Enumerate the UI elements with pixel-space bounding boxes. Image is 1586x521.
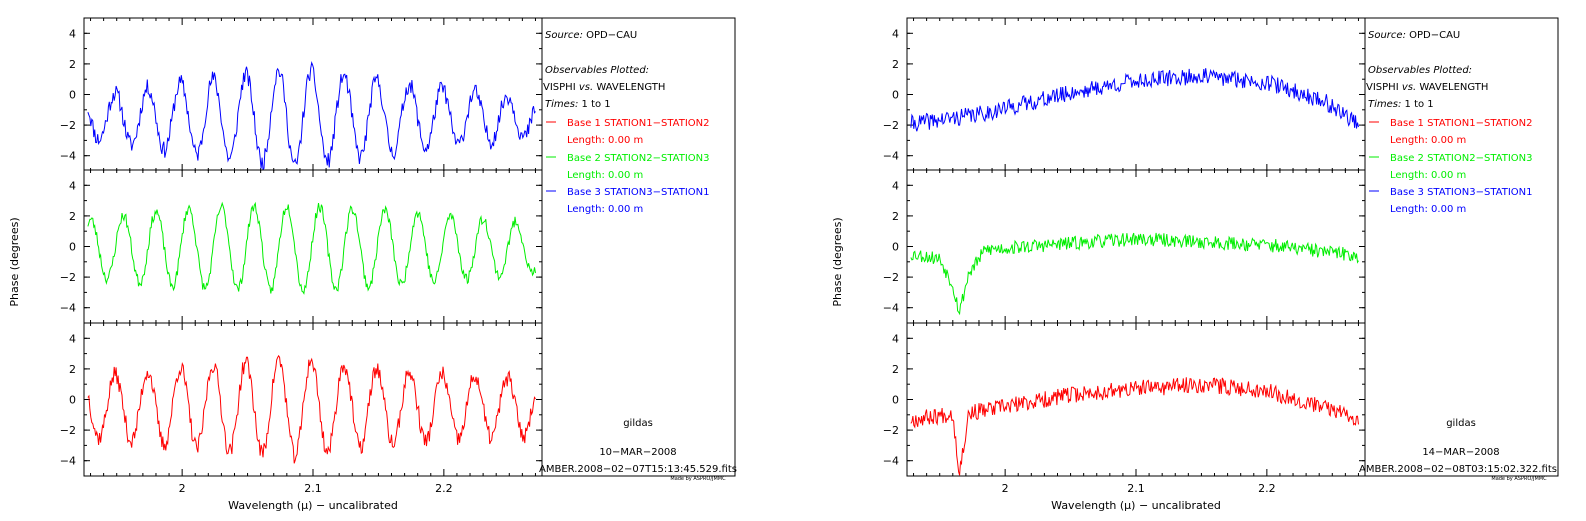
y-axis-label: Phase (degrees) bbox=[8, 217, 21, 306]
series-line-base3 bbox=[87, 61, 536, 171]
figure-right: Phase (degrees) 4 2 0 −2 −4 4 2 0 −2 −4 4 2 0 −2 −4 … bbox=[831, 17, 1559, 512]
y-tick-label: −2 bbox=[883, 271, 899, 284]
legend-entry-label: Base 1 STATION1−STATION2 bbox=[567, 118, 709, 129]
y-ticks: 4 2 0 −2 −4 bbox=[883, 18, 1365, 171]
y-tick-label: −2 bbox=[60, 424, 76, 437]
series-line-base2 bbox=[910, 232, 1359, 316]
x-axis-label: Wavelength (μ) − uncalibrated bbox=[1051, 499, 1221, 512]
legend-observables-heading: Observables Plotted: bbox=[545, 65, 649, 76]
panel-middle: 4 2 0 −2 −4 bbox=[883, 169, 1366, 324]
series-line-base3 bbox=[910, 68, 1359, 132]
panel-bottom: 4 2 0 −2 −4 2 2.1 2.2 bbox=[60, 322, 543, 495]
legend-footer-gildas: gildas bbox=[1446, 418, 1476, 429]
y-tick-label: 4 bbox=[892, 27, 899, 40]
legend-entry-length: Length: 0.00 m bbox=[567, 204, 643, 215]
y-tick-label: 2 bbox=[892, 363, 899, 376]
legend-entry-base1: Base 1 STATION1−STATION2 Length: 0.00 m bbox=[546, 118, 709, 146]
y-tick-label: −4 bbox=[883, 455, 899, 468]
legend-footer-gildas: gildas bbox=[623, 418, 653, 429]
y-tick-label: −2 bbox=[883, 424, 899, 437]
legend-entry-base2: Base 2 STATION2−STATION3 Length: 0.00 m bbox=[1369, 153, 1532, 181]
panel-top: 4 2 0 −2 −4 bbox=[883, 17, 1366, 171]
y-tick-label: −4 bbox=[883, 150, 899, 163]
legend-panel: Source: OPD−CAU Observables Plotted: VIS… bbox=[539, 17, 737, 482]
y-tick-label: 0 bbox=[892, 394, 899, 407]
legend-entry-length: Length: 0.00 m bbox=[1390, 204, 1466, 215]
legend-entry-length: Length: 0.00 m bbox=[567, 170, 643, 181]
legend-footer-credit: Made by ASPRO/JMMC bbox=[1491, 476, 1547, 482]
y-tick-label: −4 bbox=[60, 150, 76, 163]
x-tick-label: 2 bbox=[179, 482, 186, 495]
y-tick-label: 2 bbox=[69, 58, 76, 71]
legend-entry-base3: Base 3 STATION3−STATION1 Length: 0.00 m bbox=[546, 187, 709, 215]
y-tick-label: 2 bbox=[892, 58, 899, 71]
legend-footer-file: AMBER.2008−02−08T03:15:02.322.fits bbox=[1359, 464, 1557, 475]
legend-entry-length: Length: 0.00 m bbox=[1390, 135, 1466, 146]
y-tick-label: −2 bbox=[60, 119, 76, 132]
legend-times: Times: 1 to 1 bbox=[1368, 99, 1434, 110]
y-ticks: 4 2 0 −2 −4 bbox=[60, 170, 542, 323]
legend-footer-date: 10−MAR−2008 bbox=[599, 447, 676, 458]
legend-entry-label: Base 3 STATION3−STATION1 bbox=[567, 187, 709, 198]
x-tick-label: 2.2 bbox=[1258, 482, 1276, 495]
legend-observables-value: VISPHI vs. WAVELENGTH bbox=[543, 82, 665, 93]
legend-observables-heading: Observables Plotted: bbox=[1368, 65, 1472, 76]
y-tick-label: 2 bbox=[892, 210, 899, 223]
legend-entry-label: Base 2 STATION2−STATION3 bbox=[567, 153, 709, 164]
x-tick-label: 2.1 bbox=[304, 482, 322, 495]
legend-entry-base2: Base 2 STATION2−STATION3 Length: 0.00 m bbox=[546, 153, 709, 181]
series-line-base2 bbox=[87, 201, 536, 295]
y-tick-label: 4 bbox=[892, 179, 899, 192]
y-tick-label: −4 bbox=[60, 302, 76, 315]
y-tick-label: 4 bbox=[892, 332, 899, 345]
legend-entry-base1: Base 1 STATION1−STATION2 Length: 0.00 m bbox=[1369, 118, 1532, 146]
y-axis-label: Phase (degrees) bbox=[831, 217, 844, 306]
legend-entry-base3: Base 3 STATION3−STATION1 Length: 0.00 m bbox=[1369, 187, 1532, 215]
legend-panel: Source: OPD−CAU Observables Plotted: VIS… bbox=[1359, 17, 1559, 482]
y-tick-label: 0 bbox=[69, 241, 76, 254]
legend-observables-value: VISPHI vs. WAVELENGTH bbox=[1366, 82, 1488, 93]
y-ticks: 4 2 0 −2 −4 bbox=[60, 323, 542, 476]
y-tick-label: 4 bbox=[69, 27, 76, 40]
legend-entry-label: Base 3 STATION3−STATION1 bbox=[1390, 187, 1532, 198]
legend-entry-length: Length: 0.00 m bbox=[1390, 170, 1466, 181]
legend-footer-credit: Made by ASPRO/JMMC bbox=[670, 476, 726, 482]
y-tick-label: −4 bbox=[60, 455, 76, 468]
y-ticks: 4 2 0 −2 −4 bbox=[883, 323, 1365, 476]
series-line-base1 bbox=[910, 377, 1359, 476]
legend-source: Source: OPD−CAU bbox=[545, 30, 637, 41]
series-line-base1 bbox=[87, 354, 536, 464]
x-tick-label: 2.2 bbox=[435, 482, 453, 495]
y-ticks: 4 2 0 −2 −4 bbox=[883, 170, 1365, 323]
x-ticks: 2 2.1 2.2 bbox=[1002, 482, 1276, 495]
panel-middle: 4 2 0 −2 −4 bbox=[60, 169, 543, 324]
y-tick-label: −2 bbox=[60, 271, 76, 284]
y-tick-label: 4 bbox=[69, 179, 76, 192]
y-tick-label: −4 bbox=[883, 302, 899, 315]
y-tick-label: 2 bbox=[69, 210, 76, 223]
figure-left: Phase (degrees) 4 2 0 −2 −4 4 2 0 −2 −4 4 2 0 −2 −4 … bbox=[8, 17, 737, 512]
y-tick-label: 4 bbox=[69, 332, 76, 345]
y-tick-label: 0 bbox=[69, 394, 76, 407]
legend-entry-label: Base 1 STATION1−STATION2 bbox=[1390, 118, 1532, 129]
x-axis-label: Wavelength (μ) − uncalibrated bbox=[228, 499, 398, 512]
legend-times: Times: 1 to 1 bbox=[545, 99, 611, 110]
legend-footer-file: AMBER.2008−02−07T15:13:45.529.fits bbox=[539, 464, 737, 475]
panel-top: 4 2 0 −2 −4 bbox=[60, 17, 543, 171]
legend-footer-date: 14−MAR−2008 bbox=[1422, 447, 1499, 458]
legend-source: Source: OPD−CAU bbox=[1368, 30, 1460, 41]
y-tick-label: 0 bbox=[892, 241, 899, 254]
y-tick-label: −2 bbox=[883, 119, 899, 132]
panel-bottom: 4 2 0 −2 −4 2 2.1 2.2 bbox=[883, 322, 1366, 495]
y-tick-label: 2 bbox=[69, 363, 76, 376]
x-tick-label: 2.1 bbox=[1127, 482, 1145, 495]
x-tick-label: 2 bbox=[1002, 482, 1009, 495]
y-tick-label: 0 bbox=[892, 89, 899, 102]
legend-entry-length: Length: 0.00 m bbox=[567, 135, 643, 146]
x-ticks: 2 2.1 2.2 bbox=[179, 482, 453, 495]
y-tick-label: 0 bbox=[69, 89, 76, 102]
legend-entry-label: Base 2 STATION2−STATION3 bbox=[1390, 153, 1532, 164]
